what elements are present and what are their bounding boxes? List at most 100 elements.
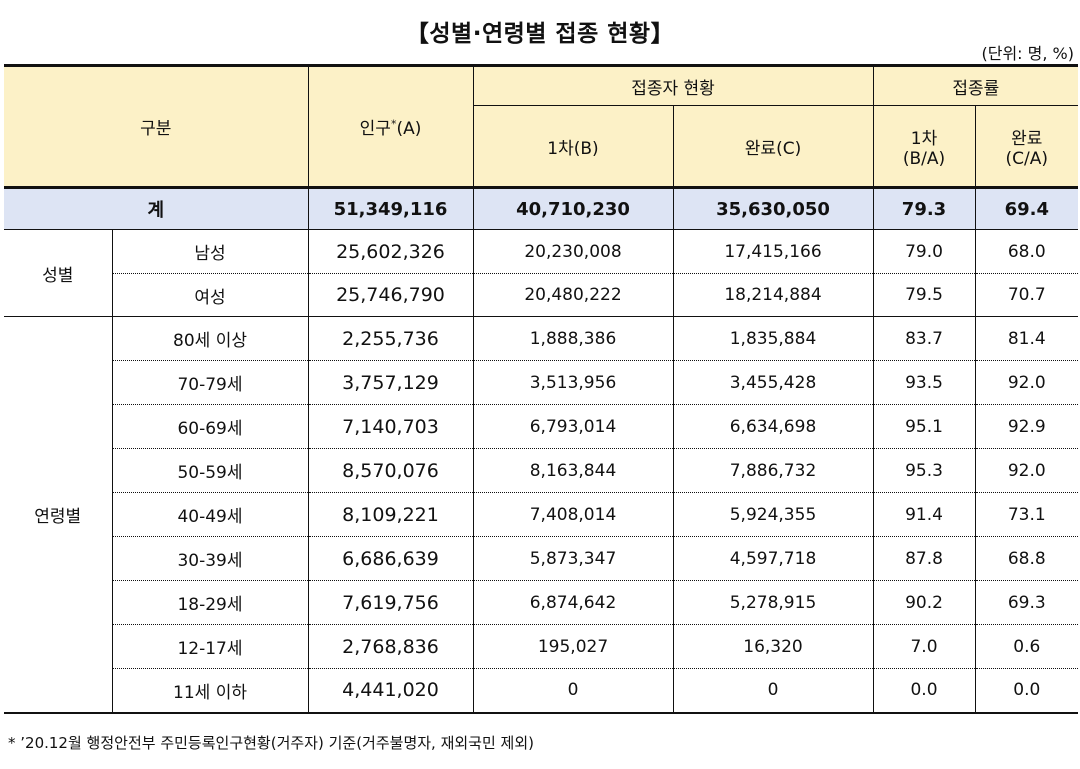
row-first: 20,230,008 xyxy=(473,229,674,274)
row-rate-completed: 0.6 xyxy=(975,624,1079,669)
row-population: 25,746,790 xyxy=(308,273,474,317)
row-first: 3,513,956 xyxy=(473,360,674,405)
total-row: 계 51,349,116 40,710,230 35,630,050 79.3 … xyxy=(4,187,1079,230)
row-completed: 4,597,718 xyxy=(673,536,874,581)
row-label: 남성 xyxy=(112,229,309,274)
table-row: 성별 남성 25,602,326 20,230,008 17,415,166 7… xyxy=(4,229,1079,317)
row-rate-first: 95.3 xyxy=(873,448,976,493)
row-first: 0 xyxy=(473,668,674,714)
row-rate-completed: 92.0 xyxy=(975,360,1079,405)
total-label: 계 xyxy=(4,187,309,230)
total-first: 40,710,230 xyxy=(473,187,674,230)
table-row: 50-59세 8,570,076 8,163,844 7,886,732 95.… xyxy=(4,448,1079,493)
row-rate-completed: 92.0 xyxy=(975,448,1079,493)
row-first: 195,027 xyxy=(473,624,674,669)
row-first: 6,793,014 xyxy=(473,404,674,449)
row-population: 8,109,221 xyxy=(308,492,474,537)
row-rate-completed: 68.0 xyxy=(975,229,1079,274)
row-label: 50-59세 xyxy=(112,448,309,493)
row-first: 8,163,844 xyxy=(473,448,674,493)
row-rate-completed: 73.1 xyxy=(975,492,1079,537)
row-first: 1,888,386 xyxy=(473,316,674,361)
header-vaccinated-group: 접종자 현황 xyxy=(473,64,874,106)
row-first: 6,874,642 xyxy=(473,580,674,625)
row-rate-completed: 0.0 xyxy=(975,668,1079,714)
row-label: 18-29세 xyxy=(112,580,309,625)
total-population: 51,349,116 xyxy=(308,187,474,230)
row-rate-first: 91.4 xyxy=(873,492,976,537)
table-row: 40-49세 8,109,221 7,408,014 5,924,355 91.… xyxy=(4,492,1079,537)
row-completed: 18,214,884 xyxy=(673,273,874,317)
row-label: 60-69세 xyxy=(112,404,309,449)
gender-category: 성별 xyxy=(4,229,113,317)
header-category: 구분 xyxy=(4,64,309,189)
header-row-1: 구분 인구*(A) 접종자 현황 접종률 xyxy=(4,64,1079,189)
header-first-dose: 1차(B) xyxy=(473,105,674,189)
row-rate-completed: 69.3 xyxy=(975,580,1079,625)
row-rate-completed: 68.8 xyxy=(975,536,1079,581)
row-population: 6,686,639 xyxy=(308,536,474,581)
row-completed: 1,835,884 xyxy=(673,316,874,361)
row-label: 12-17세 xyxy=(112,624,309,669)
row-first: 5,873,347 xyxy=(473,536,674,581)
row-label: 30-39세 xyxy=(112,536,309,581)
unit-label: (단위: 명, %) xyxy=(981,44,1075,63)
row-rate-first: 79.0 xyxy=(873,229,976,274)
row-rate-first: 90.2 xyxy=(873,580,976,625)
row-population: 7,619,756 xyxy=(308,580,474,625)
row-label: 70-79세 xyxy=(112,360,309,405)
row-label: 40-49세 xyxy=(112,492,309,537)
row-rate-first: 83.7 xyxy=(873,316,976,361)
row-rate-first: 0.0 xyxy=(873,668,976,714)
row-label: 여성 xyxy=(112,273,309,317)
total-rate-completed: 69.4 xyxy=(975,187,1079,230)
row-rate-first: 7.0 xyxy=(873,624,976,669)
header-rate-completed: 완료 (C/A) xyxy=(975,105,1079,189)
table-row: 12-17세 2,768,836 195,027 16,320 7.0 0.6 xyxy=(4,624,1079,669)
header-population: 인구*(A) xyxy=(308,64,474,189)
table-row: 11세 이하 4,441,020 0 0 0.0 0.0 xyxy=(4,668,1079,714)
header-completed: 완료(C) xyxy=(673,105,874,189)
row-rate-first: 87.8 xyxy=(873,536,976,581)
row-rate-completed: 81.4 xyxy=(975,316,1079,361)
age-category: 연령별 xyxy=(4,316,113,714)
row-rate-completed: 70.7 xyxy=(975,273,1079,317)
table-title: 【성별·연령별 접종 현황】 xyxy=(405,21,675,47)
table-row: 연령별 80세 이상 2,255,736 1,888,386 1,835,884… xyxy=(4,316,1079,714)
row-population: 7,140,703 xyxy=(308,404,474,449)
row-label: 11세 이하 xyxy=(112,668,309,714)
row-population: 2,768,836 xyxy=(308,624,474,669)
table-row: 60-69세 7,140,703 6,793,014 6,634,698 95.… xyxy=(4,404,1079,449)
table-row: 70-79세 3,757,129 3,513,956 3,455,428 93.… xyxy=(4,360,1079,405)
row-population: 2,255,736 xyxy=(308,316,474,361)
row-completed: 5,924,355 xyxy=(673,492,874,537)
row-completed: 0 xyxy=(673,668,874,714)
row-population: 4,441,020 xyxy=(308,668,474,714)
vaccination-table: 구분 인구*(A) 접종자 현황 접종률 1차(B) 완료(C) 1차 (B/A)… xyxy=(4,64,1079,714)
row-population: 25,602,326 xyxy=(308,229,474,274)
row-first: 20,480,222 xyxy=(473,273,674,317)
row-completed: 17,415,166 xyxy=(673,229,874,274)
total-completed: 35,630,050 xyxy=(673,187,874,230)
header-rate-first: 1차 (B/A) xyxy=(873,105,976,189)
row-completed: 5,278,915 xyxy=(673,580,874,625)
row-completed: 3,455,428 xyxy=(673,360,874,405)
row-completed: 7,886,732 xyxy=(673,448,874,493)
header-row-2: 1차(B) 완료(C) 1차 (B/A) 완료 (C/A) xyxy=(4,105,1079,189)
total-rate-first: 79.3 xyxy=(873,187,976,230)
row-label: 80세 이상 xyxy=(112,316,309,361)
table-row: 30-39세 6,686,639 5,873,347 4,597,718 87.… xyxy=(4,536,1079,581)
row-rate-first: 93.5 xyxy=(873,360,976,405)
row-first: 7,408,014 xyxy=(473,492,674,537)
row-rate-first: 95.1 xyxy=(873,404,976,449)
row-population: 8,570,076 xyxy=(308,448,474,493)
table-row: 18-29세 7,619,756 6,874,642 5,278,915 90.… xyxy=(4,580,1079,625)
row-completed: 16,320 xyxy=(673,624,874,669)
footnote: * ’20.12월 행정안전부 주민등록인구현황(거주자) 기준(거주불명자, … xyxy=(8,734,534,752)
row-population: 3,757,129 xyxy=(308,360,474,405)
header-rate-group: 접종률 xyxy=(873,64,1079,106)
row-rate-completed: 92.9 xyxy=(975,404,1079,449)
table-row: 여성 25,746,790 20,480,222 18,214,884 79.5… xyxy=(4,273,1079,317)
row-rate-first: 79.5 xyxy=(873,273,976,317)
row-completed: 6,634,698 xyxy=(673,404,874,449)
